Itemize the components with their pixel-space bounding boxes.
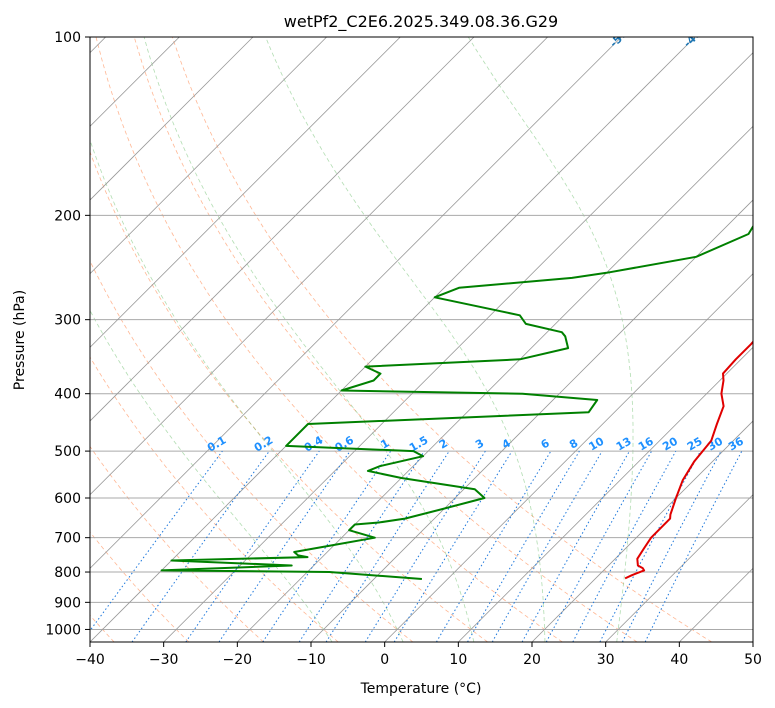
y-tick-label: 1000 xyxy=(45,622,81,638)
dewpoint-profile xyxy=(160,224,753,580)
moist-adiabat xyxy=(265,37,546,642)
chart-title: wetPf2_C2E6.2025.349.08.36.G29 xyxy=(284,12,558,32)
x-axis-label: Temperature (°C) xyxy=(360,681,482,697)
x-tick-label: 10 xyxy=(449,652,467,668)
y-axis-label: Pressure (hPa) xyxy=(12,290,28,390)
x-tick-label: −10 xyxy=(296,652,326,668)
isotherm xyxy=(163,52,753,642)
y-tick-label: 700 xyxy=(54,531,81,547)
x-tick-label: 40 xyxy=(670,652,688,668)
isotherm xyxy=(531,420,753,642)
moist-adiabat xyxy=(90,309,333,642)
y-tick-label: 800 xyxy=(54,565,81,581)
dry-adiabat xyxy=(90,150,488,642)
isotherm xyxy=(458,346,753,642)
x-tick-label: 50 xyxy=(744,652,762,668)
isotherm xyxy=(90,37,327,275)
dry-adiabat xyxy=(90,445,264,642)
mixing-ratio-line xyxy=(131,450,270,642)
dry-adiabat xyxy=(133,37,638,642)
y-tick-label: 200 xyxy=(54,208,81,224)
mixing-ratio-line xyxy=(90,450,223,632)
mixing-ratio-line xyxy=(262,450,392,642)
mixing-ratio-line xyxy=(298,450,425,642)
y-tick-label: 100 xyxy=(54,30,81,46)
plot-frame xyxy=(89,36,754,643)
x-tick-label: −40 xyxy=(75,652,105,668)
y-tick-label: 400 xyxy=(54,387,81,403)
isotherm xyxy=(310,199,753,642)
dry-adiabat xyxy=(90,356,339,642)
mixing-ratio-line xyxy=(572,450,677,642)
mixing-ratio-line xyxy=(545,450,653,642)
temperature-profile xyxy=(624,340,753,580)
isotherm xyxy=(384,273,753,642)
isotherm xyxy=(90,37,696,642)
isotherm xyxy=(90,37,475,422)
mixing-ratio-line xyxy=(325,450,450,642)
isotherm xyxy=(90,37,254,201)
mixing-ratio-line xyxy=(644,450,743,642)
isotherm xyxy=(605,494,753,642)
isotherm xyxy=(237,125,753,642)
x-tick-label: 0 xyxy=(380,652,389,668)
dry-adiabat xyxy=(95,37,563,642)
mixing-ratio-line xyxy=(393,450,513,642)
mixing-ratio-line xyxy=(185,450,320,642)
moist-adiabat xyxy=(90,138,404,642)
y-tick-label: 500 xyxy=(54,444,81,460)
y-tick-label: 600 xyxy=(54,491,81,507)
isotherm xyxy=(90,37,401,348)
dry-adiabat xyxy=(171,37,712,642)
x-tick-label: 30 xyxy=(597,652,615,668)
dry-adiabat xyxy=(90,260,414,642)
mixing-ratio-line xyxy=(521,450,630,642)
y-tick-label: 300 xyxy=(54,313,81,329)
x-tick-label: −30 xyxy=(149,652,179,668)
isotherm xyxy=(90,37,622,569)
x-tick-label: 20 xyxy=(523,652,541,668)
y-tick-label: 900 xyxy=(54,595,81,611)
isotherm xyxy=(90,37,548,496)
moist-adiabat xyxy=(143,37,475,642)
x-tick-label: −20 xyxy=(223,652,253,668)
mixing-ratio-line xyxy=(218,450,351,642)
dry-adiabat xyxy=(90,531,190,642)
